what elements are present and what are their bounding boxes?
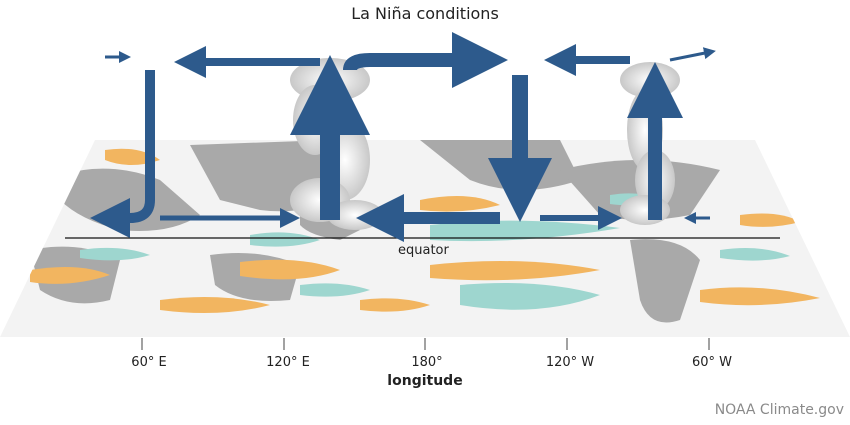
tick-label: 180° [411, 355, 443, 370]
axis-label: longitude [387, 373, 463, 389]
credit: NOAA Climate.gov [714, 402, 844, 418]
tick-label: 60° W [691, 355, 733, 370]
equator-label: equator [398, 243, 449, 258]
tick-label: 60° E [131, 355, 167, 370]
diagram-title: La Niña conditions [351, 4, 499, 23]
axis-ticks [141, 338, 710, 350]
tick-label: 120° E [266, 355, 310, 370]
circulation-arrows [90, 32, 716, 242]
tick-label: 120° W [545, 355, 595, 370]
warm-anomalies [30, 148, 820, 314]
